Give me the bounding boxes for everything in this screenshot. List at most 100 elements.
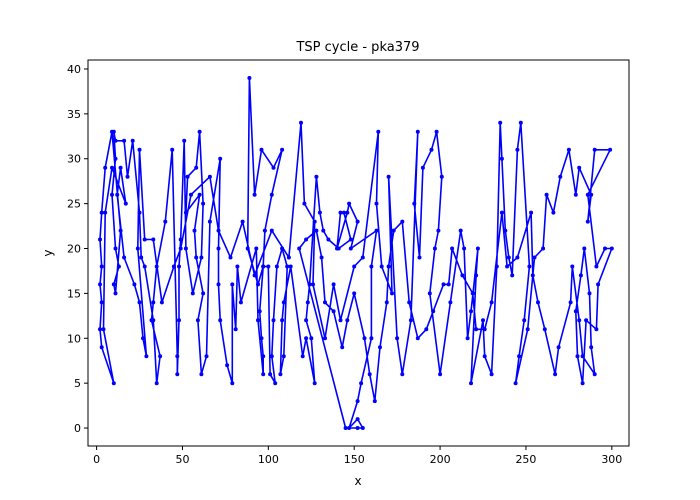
city-point <box>154 264 159 269</box>
city-point <box>317 210 322 215</box>
city-point <box>424 327 429 332</box>
city-point <box>254 246 259 251</box>
city-point <box>541 246 546 251</box>
city-point <box>288 264 293 269</box>
city-point <box>99 300 104 305</box>
city-point <box>499 210 504 215</box>
city-point <box>111 282 116 287</box>
city-point <box>178 237 183 242</box>
x-tick-label: 0 <box>93 453 100 466</box>
city-point <box>228 255 233 260</box>
city-point <box>469 309 473 314</box>
city-point <box>247 76 252 80</box>
x-axis-label: x <box>354 474 361 488</box>
city-point <box>522 318 527 323</box>
city-point <box>400 219 405 224</box>
city-point <box>302 201 307 206</box>
city-point <box>474 327 479 332</box>
series-layer <box>98 76 614 430</box>
city-point <box>536 300 540 305</box>
city-point <box>450 246 455 251</box>
city-point <box>448 300 453 305</box>
city-point <box>271 318 276 323</box>
city-point <box>338 210 343 215</box>
y-tick-label: 10 <box>67 332 81 345</box>
city-point <box>141 336 145 341</box>
city-point <box>482 327 487 332</box>
y-tick-label: 20 <box>67 243 81 256</box>
city-point <box>177 318 181 323</box>
city-point <box>386 174 391 179</box>
city-point <box>115 192 120 197</box>
city-point <box>111 381 116 386</box>
city-point <box>556 345 561 350</box>
city-point <box>542 327 547 332</box>
city-point <box>113 246 118 251</box>
city-point <box>608 147 613 152</box>
city-point <box>347 201 352 206</box>
city-point <box>261 264 266 269</box>
city-point <box>577 165 582 170</box>
y-tick-label: 30 <box>67 153 81 166</box>
y-tick-label: 0 <box>74 422 81 435</box>
y-tick-label: 40 <box>67 63 81 76</box>
city-point <box>159 300 164 305</box>
city-point <box>515 147 520 152</box>
city-point <box>390 291 394 296</box>
city-point <box>566 147 571 152</box>
x-tick-label: 250 <box>515 453 536 466</box>
city-point <box>481 318 485 323</box>
city-point <box>182 138 187 143</box>
city-point <box>331 309 336 314</box>
city-point <box>122 255 127 260</box>
city-point <box>194 165 199 170</box>
city-point <box>446 282 451 287</box>
city-point <box>110 165 114 170</box>
city-point <box>379 264 384 269</box>
city-point <box>240 219 245 224</box>
city-point <box>376 129 381 134</box>
city-point <box>163 219 168 224</box>
city-point <box>436 228 441 233</box>
city-point <box>207 174 212 179</box>
x-tick-label: 150 <box>344 453 365 466</box>
city-point <box>216 246 221 251</box>
city-point <box>469 381 473 386</box>
city-point <box>360 426 365 430</box>
city-point <box>374 201 379 206</box>
city-point <box>262 228 267 233</box>
city-point <box>338 318 343 323</box>
city-point <box>256 318 260 323</box>
city-point <box>348 246 353 251</box>
city-point <box>204 354 209 359</box>
city-point <box>218 156 223 161</box>
city-point <box>462 246 467 251</box>
city-point <box>532 255 537 260</box>
city-point <box>515 255 520 260</box>
city-point <box>185 174 190 179</box>
city-point <box>245 246 250 251</box>
city-point <box>118 165 123 170</box>
city-point <box>268 372 273 377</box>
city-point <box>233 327 238 332</box>
city-point <box>603 246 607 251</box>
city-point <box>355 219 360 224</box>
city-point <box>113 291 118 296</box>
city-point <box>266 264 271 269</box>
city-point <box>513 381 518 386</box>
city-point <box>594 327 599 332</box>
city-point <box>116 264 121 269</box>
city-point <box>183 210 188 215</box>
city-point <box>585 219 590 224</box>
city-point <box>439 174 444 179</box>
city-point <box>369 336 374 341</box>
city-point <box>482 354 487 359</box>
city-point <box>525 327 530 332</box>
city-point <box>274 264 279 269</box>
city-point <box>113 156 118 161</box>
city-point <box>341 210 346 215</box>
city-point <box>506 255 511 260</box>
city-point <box>304 336 309 341</box>
city-point <box>352 291 357 296</box>
city-point <box>98 282 102 287</box>
